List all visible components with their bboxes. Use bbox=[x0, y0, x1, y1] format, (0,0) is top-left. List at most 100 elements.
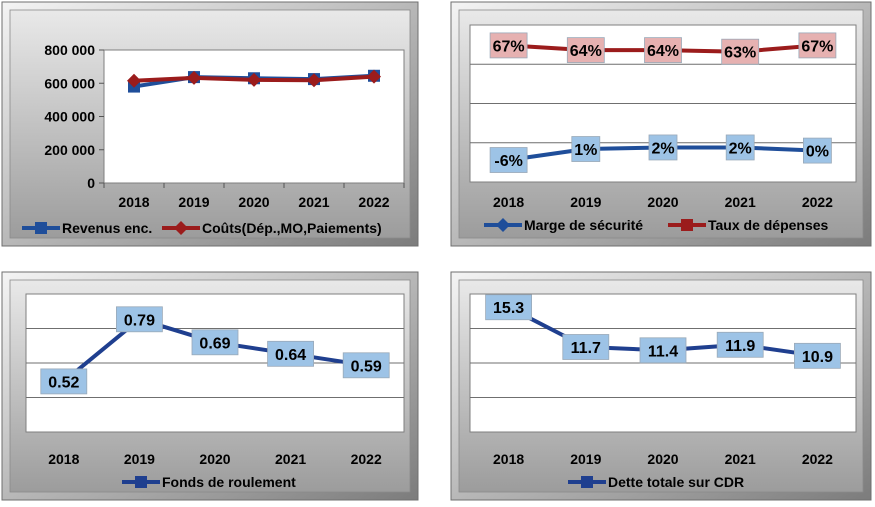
data-point bbox=[648, 134, 678, 161]
x-tick-label: 2022 bbox=[351, 451, 382, 467]
legend-marker bbox=[135, 476, 147, 488]
data-point bbox=[127, 73, 141, 88]
chart-panel-3: 2018 2019 2020 2021 2022 0.52 0.79 0.69 0.64 0.59… bbox=[1, 271, 419, 501]
legend-item: Taux de dépenses bbox=[668, 217, 829, 233]
data-point bbox=[40, 368, 88, 395]
legend-item: Revenus enc. bbox=[22, 220, 152, 236]
legend-marker bbox=[581, 476, 593, 488]
data-point bbox=[716, 331, 764, 358]
y-tick-label: 600 000 bbox=[44, 75, 95, 91]
legend-marker bbox=[174, 221, 188, 235]
data-label: 0.59 bbox=[351, 358, 382, 375]
legend-marker bbox=[681, 219, 693, 231]
data-point bbox=[191, 329, 239, 356]
legend-label: Revenus enc. bbox=[62, 220, 152, 236]
x-tick-label: 2018 bbox=[493, 194, 524, 210]
data-label: 11.9 bbox=[725, 338, 755, 355]
data-label: 67% bbox=[493, 38, 525, 55]
legend-label: Fonds de roulement bbox=[162, 474, 296, 490]
y-tick-label: 200 000 bbox=[44, 142, 95, 158]
data-point bbox=[187, 70, 201, 85]
x-tick-label: 2020 bbox=[199, 451, 230, 467]
data-label: 0.52 bbox=[48, 374, 79, 391]
data-label: 64% bbox=[647, 43, 679, 60]
x-tick-label: 2021 bbox=[275, 451, 306, 467]
series-1: 15.3 11.7 11.4 11.9 10.9 bbox=[485, 294, 841, 369]
x-tick-label: 2022 bbox=[802, 194, 833, 210]
data-point bbox=[342, 352, 390, 379]
data-label: 2% bbox=[651, 140, 674, 157]
data-label: 0% bbox=[806, 144, 829, 161]
x-tick-label: 2021 bbox=[725, 451, 756, 467]
x-tick-label: 2018 bbox=[48, 451, 79, 467]
data-point bbox=[803, 137, 832, 164]
data-label: 11.4 bbox=[648, 343, 678, 360]
legend-item: Marge de sécurité bbox=[484, 217, 643, 233]
data-point bbox=[798, 32, 837, 59]
data-point bbox=[307, 73, 321, 88]
data-label: 15.3 bbox=[493, 300, 524, 317]
data-point bbox=[644, 37, 682, 64]
x-tick-label: 2020 bbox=[647, 451, 678, 467]
data-label: 11.7 bbox=[571, 340, 601, 357]
data-point bbox=[367, 69, 381, 84]
data-label: 1% bbox=[574, 142, 597, 159]
data-point bbox=[562, 334, 610, 360]
legend-marker bbox=[35, 222, 47, 234]
x-tick-label: 2021 bbox=[725, 194, 756, 210]
data-point bbox=[116, 306, 163, 333]
x-tick-label: 2019 bbox=[570, 194, 601, 210]
x-tick-label: 2021 bbox=[298, 194, 329, 210]
data-label: 10.9 bbox=[802, 349, 833, 366]
legend-item: Coûts(Dép.,MO,Paiements) bbox=[162, 220, 382, 236]
data-point bbox=[247, 72, 261, 87]
data-point bbox=[794, 342, 841, 369]
legend-marker bbox=[496, 218, 510, 232]
y-tick-label: 400 000 bbox=[44, 109, 95, 125]
data-label: 67% bbox=[801, 38, 833, 55]
data-label: 63% bbox=[724, 45, 756, 62]
data-label: 2% bbox=[729, 140, 752, 157]
data-label: 0.79 bbox=[124, 312, 155, 329]
x-tick-label: 2019 bbox=[570, 451, 601, 467]
data-label: -6% bbox=[494, 153, 522, 170]
legend-label: Dette totale sur CDR bbox=[608, 474, 744, 490]
legend-label: Marge de sécurité bbox=[524, 217, 643, 233]
data-label: 64% bbox=[570, 43, 602, 60]
series-1: -6% 1% 2% 2% 0% bbox=[489, 134, 832, 173]
y-tick-label: 0 bbox=[87, 175, 95, 191]
data-point bbox=[267, 340, 315, 367]
x-tick-label: 2018 bbox=[493, 451, 524, 467]
legend-item: Dette totale sur CDR bbox=[568, 474, 744, 490]
data-point bbox=[489, 32, 528, 59]
y-tick-label: 800 000 bbox=[44, 42, 95, 58]
data-point bbox=[721, 38, 760, 65]
x-tick-label: 2020 bbox=[238, 194, 269, 210]
x-tick-label: 2022 bbox=[358, 194, 389, 210]
legend-label: Coûts(Dép.,MO,Paiements) bbox=[202, 220, 382, 236]
data-label: 0.69 bbox=[199, 335, 230, 352]
data-point bbox=[489, 147, 528, 173]
chart-panel-2: 2018 2019 2020 2021 2022 -6% 1% 2% 2% 0% Marge de … bbox=[450, 1, 872, 247]
data-point bbox=[566, 37, 605, 64]
x-tick-label: 2019 bbox=[124, 451, 155, 467]
data-point bbox=[639, 337, 687, 364]
series-2: 67% 64% 64% 63% 67% bbox=[489, 32, 837, 65]
series-2 bbox=[127, 69, 381, 88]
data-point bbox=[725, 134, 755, 161]
x-tick-label: 2018 bbox=[118, 194, 149, 210]
data-point bbox=[571, 136, 601, 162]
x-tick-label: 2019 bbox=[178, 194, 209, 210]
chart-panel-4: 2018 2019 2020 2021 2022 15.3 11.7 11.4 11.9 10.9… bbox=[450, 271, 872, 501]
legend-label: Taux de dépenses bbox=[708, 217, 829, 233]
legend-item: Fonds de roulement bbox=[122, 474, 296, 490]
series-1: 0.52 0.79 0.69 0.64 0.59 bbox=[40, 306, 390, 395]
chart-panel-1: 800 000 600 000 400 000 200 000 0 2018 2019 202… bbox=[1, 1, 419, 247]
plot-area bbox=[103, 49, 405, 184]
data-label: 0.64 bbox=[275, 347, 306, 364]
x-tick-label: 2022 bbox=[802, 451, 833, 467]
data-point bbox=[485, 294, 533, 321]
x-tick-label: 2020 bbox=[647, 194, 678, 210]
